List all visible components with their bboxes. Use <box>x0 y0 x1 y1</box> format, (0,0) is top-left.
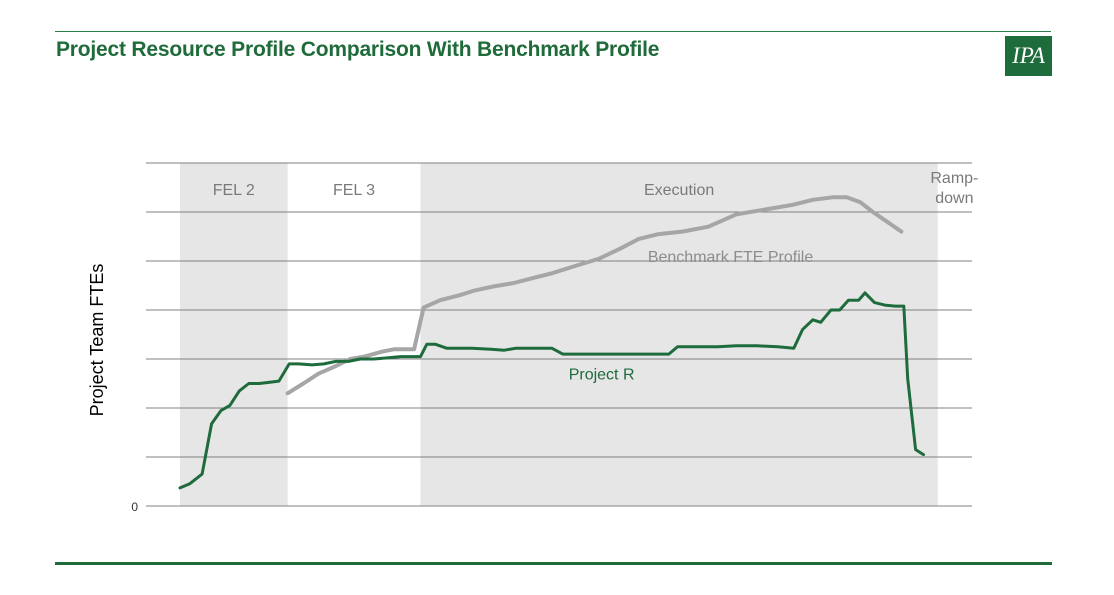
series-label-project-r: Project R <box>569 367 635 384</box>
phase-label-fel-3: FEL 3 <box>333 182 375 199</box>
page-title: Project Resource Profile Comparison With… <box>56 38 660 61</box>
y-ticks: 0 <box>131 500 138 514</box>
phase-band-fel-2 <box>180 163 288 506</box>
phase-labels: FEL 2 FEL 3 Execution Ramp-down <box>213 170 979 207</box>
phase-label-ramp-down: Ramp-down <box>930 170 978 207</box>
phase-label-fel-2: FEL 2 <box>213 182 255 199</box>
series-labels: Project R Benchmark FTE Profile <box>569 249 814 384</box>
series-label-benchmark-fte-profile: Benchmark FTE Profile <box>648 249 813 266</box>
phase-bands <box>180 163 938 506</box>
phase-band-execution <box>420 163 938 506</box>
phase-label-execution: Execution <box>644 182 714 199</box>
y-tick-label: 0 <box>131 500 138 514</box>
series-lines <box>178 195 925 490</box>
bottom-rule <box>55 562 1052 565</box>
series-line-project-r <box>178 291 925 490</box>
top-rule <box>55 31 1051 32</box>
ipa-logo: IPA <box>1005 36 1052 76</box>
series-line-benchmark-fte-profile <box>285 195 904 396</box>
y-axis-label: Project Team FTEs <box>87 264 107 417</box>
